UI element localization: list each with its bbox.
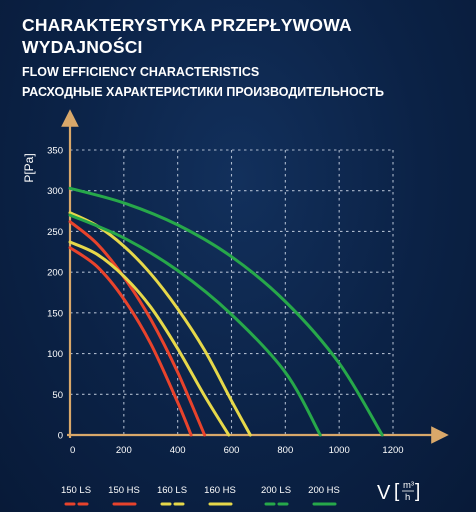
y-tick-label: 350	[47, 146, 63, 157]
y-tick-label: 50	[52, 390, 63, 401]
legend-label-160-hs: 160 HS	[204, 485, 236, 496]
x-unit-bracket-right: ]	[415, 481, 420, 502]
legend-label-200-hs: 200 HS	[308, 485, 340, 496]
x-unit-numerator: m³	[403, 480, 414, 491]
tick-labels: 0 50 100 150 200 250 300 350 0 200 400 600 800 1000 12…	[47, 146, 403, 457]
x-tick-label: 1200	[382, 445, 403, 456]
series-line-200-ls	[68, 213, 322, 437]
x-tick-label: 600	[224, 445, 240, 456]
chart-title-en: FLOW EFFICIENCY CHARACTERISTICS	[22, 65, 260, 79]
legend-label-150-ls: 150 LS	[61, 485, 91, 496]
x-axis-label: V	[377, 482, 391, 504]
axes	[61, 109, 449, 444]
y-tick-label: 300	[47, 186, 63, 197]
series-line-150-hs	[68, 220, 207, 437]
y-tick-label: 250	[47, 227, 63, 238]
y-tick-label: 200	[47, 268, 63, 279]
series-line-160-ls	[68, 240, 231, 437]
series-line-150-ls	[68, 246, 193, 437]
series-line-160-hs	[68, 211, 252, 437]
axis-labels: P[Pa] V [ m³ h ]	[22, 153, 420, 504]
x-tick-label: 400	[170, 445, 186, 456]
y-tick-label: 150	[47, 308, 63, 319]
x-unit-bracket-left: [	[394, 481, 400, 502]
y-tick-label: 0	[58, 431, 63, 442]
x-tick-label: 1000	[329, 445, 350, 456]
chart-title-ru: РАСХОДНЫЕ ХАРАКТЕРИСТИКИ ПРОИЗВОДИТЕЛЬНО…	[22, 85, 385, 99]
chart-title-pl: CHARAKTERYSTYKA PRZEPŁYWOWA WYDAJNOŚCI	[22, 15, 352, 57]
legend-label-150-hs: 150 HS	[108, 485, 140, 496]
x-tick-label: 0	[70, 445, 75, 456]
x-unit-denominator: h	[405, 492, 410, 503]
series-lines	[68, 186, 384, 437]
legend-label-200-ls: 200 LS	[261, 485, 291, 496]
x-tick-label: 200	[116, 445, 132, 456]
x-tick-label: 800	[277, 445, 293, 456]
legend: 150 LS 150 HS 160 LS 160 HS 200 LS 200 HS	[61, 485, 340, 506]
chart-titles: CHARAKTERYSTYKA PRZEPŁYWOWA WYDAJNOŚCI F…	[22, 14, 476, 100]
y-tick-label: 100	[47, 349, 63, 360]
series-line-200-hs	[68, 186, 384, 437]
y-axis-label: P[Pa]	[22, 153, 36, 182]
legend-label-160-ls: 160 LS	[157, 485, 187, 496]
